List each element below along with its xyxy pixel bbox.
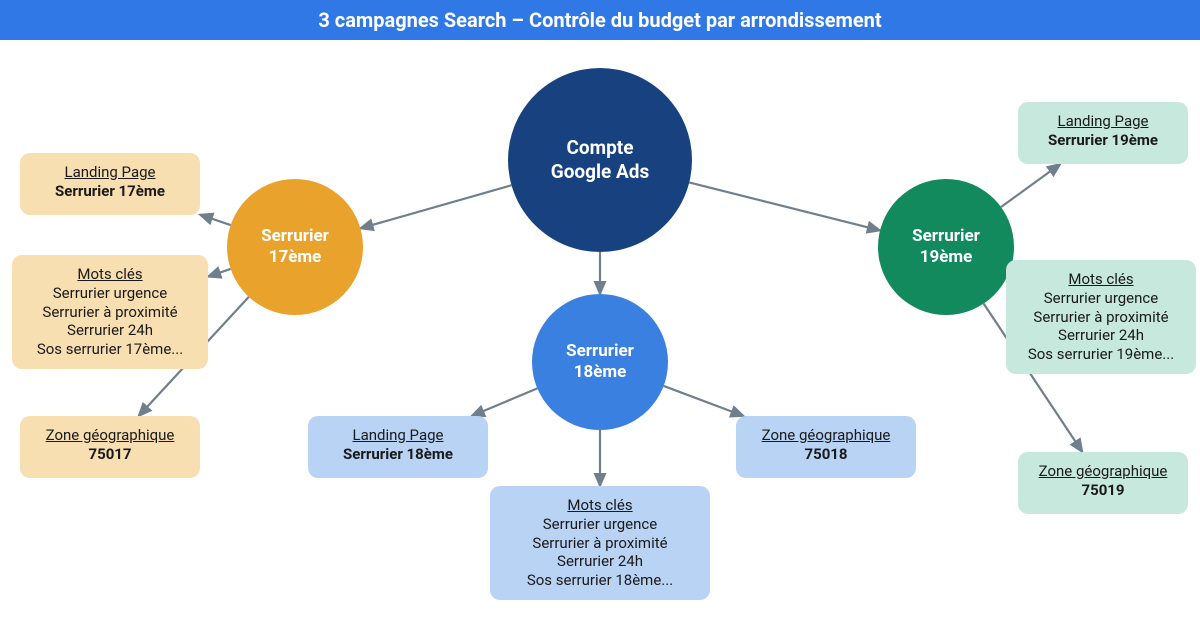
info-box-line: Sos serrurier 17ème... xyxy=(24,340,196,359)
campaign-label-line2: 19ème xyxy=(920,247,973,267)
campaign-label-line1: Serrurier xyxy=(912,226,980,246)
root-node-google-ads: Compte Google Ads xyxy=(508,68,692,252)
info-box-c17-kw: Mots clésSerrurier urgenceSerrurier à pr… xyxy=(12,255,208,369)
root-label-line1: Compte xyxy=(567,136,634,159)
info-box-line: Serrurier à proximité xyxy=(24,303,196,322)
info-box-value: 75018 xyxy=(748,445,904,464)
info-box-c17-geo: Zone géographique75017 xyxy=(20,416,200,478)
info-box-value: Serrurier 19ème xyxy=(1030,131,1176,150)
campaign-node-c19: Serrurier19ème xyxy=(878,179,1014,315)
diagram-title: 3 campagnes Search – Contrôle du budget … xyxy=(0,0,1200,40)
info-box-line: Serrurier à proximité xyxy=(502,534,698,553)
campaign-label-line1: Serrurier xyxy=(261,226,329,246)
info-box-c18-kw: Mots clésSerrurier urgenceSerrurier à pr… xyxy=(490,486,710,600)
campaign-label: Serrurier17ème xyxy=(261,226,329,269)
info-box-c19-kw: Mots clésSerrurier urgenceSerrurier à pr… xyxy=(1006,260,1196,374)
root-node-label: Compte Google Ads xyxy=(551,136,650,184)
info-box-line: Serrurier 24h xyxy=(1018,326,1184,345)
info-box-line: Serrurier 24h xyxy=(24,321,196,340)
info-box-title: Mots clés xyxy=(24,265,196,284)
root-label-line2: Google Ads xyxy=(551,160,650,183)
info-box-title: Landing Page xyxy=(32,163,188,182)
campaign-node-c18: Serrurier18ème xyxy=(532,294,668,430)
info-box-value: Serrurier 17ème xyxy=(32,182,188,201)
info-box-c18-lp: Landing PageSerrurier 18ème xyxy=(308,416,488,478)
info-box-c19-lp: Landing PageSerrurier 19ème xyxy=(1018,102,1188,164)
info-box-value: 75019 xyxy=(1030,481,1176,500)
campaign-label-line2: 17ème xyxy=(269,247,322,267)
info-box-line: Serrurier 24h xyxy=(502,552,698,571)
diagram-title-text: 3 campagnes Search – Contrôle du budget … xyxy=(318,8,881,32)
info-box-line: Sos serrurier 19ème... xyxy=(1018,345,1184,364)
info-box-title: Mots clés xyxy=(502,496,698,515)
info-box-value: 75017 xyxy=(32,445,188,464)
campaign-label-line2: 18ème xyxy=(574,362,627,382)
info-box-title: Zone géographique xyxy=(32,426,188,445)
info-box-title: Mots clés xyxy=(1018,270,1184,289)
info-box-line: Serrurier urgence xyxy=(502,515,698,534)
info-box-line: Serrurier urgence xyxy=(1018,289,1184,308)
campaign-node-c17: Serrurier17ème xyxy=(227,179,363,315)
info-box-title: Zone géographique xyxy=(1030,462,1176,481)
campaign-label: Serrurier18ème xyxy=(566,341,634,384)
info-box-title: Landing Page xyxy=(1030,112,1176,131)
campaign-label-line1: Serrurier xyxy=(566,341,634,361)
info-box-value: Serrurier 18ème xyxy=(320,445,476,464)
info-box-c19-geo: Zone géographique75019 xyxy=(1018,452,1188,514)
info-box-line: Serrurier urgence xyxy=(24,284,196,303)
info-box-title: Landing Page xyxy=(320,426,476,445)
info-box-line: Serrurier à proximité xyxy=(1018,308,1184,327)
campaign-label: Serrurier19ème xyxy=(912,226,980,269)
info-box-c17-lp: Landing PageSerrurier 17ème xyxy=(20,153,200,215)
info-box-title: Zone géographique xyxy=(748,426,904,445)
info-box-c18-geo: Zone géographique75018 xyxy=(736,416,916,478)
info-box-line: Sos serrurier 18ème... xyxy=(502,571,698,590)
